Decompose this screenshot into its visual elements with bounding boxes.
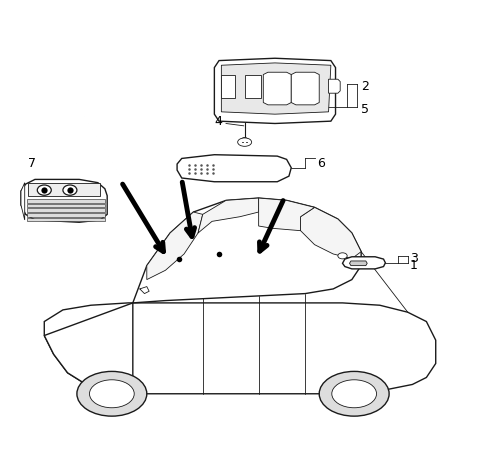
Polygon shape	[264, 72, 291, 105]
Ellipse shape	[241, 137, 248, 143]
Ellipse shape	[89, 380, 134, 408]
Text: 7: 7	[28, 157, 36, 170]
Polygon shape	[147, 212, 203, 280]
Polygon shape	[26, 218, 105, 221]
Polygon shape	[300, 207, 361, 259]
Polygon shape	[259, 198, 314, 231]
Polygon shape	[215, 58, 336, 123]
Polygon shape	[26, 213, 105, 217]
Polygon shape	[21, 183, 24, 220]
Polygon shape	[343, 257, 385, 269]
Polygon shape	[221, 75, 235, 98]
Text: 5: 5	[361, 103, 369, 116]
Polygon shape	[177, 155, 291, 182]
Polygon shape	[26, 199, 105, 203]
Polygon shape	[28, 183, 100, 196]
Polygon shape	[198, 198, 259, 233]
Text: 2: 2	[361, 80, 369, 93]
Polygon shape	[349, 261, 367, 266]
Ellipse shape	[338, 253, 347, 259]
Ellipse shape	[63, 185, 77, 195]
Polygon shape	[26, 204, 105, 207]
Text: 6: 6	[317, 157, 325, 170]
Text: 4: 4	[215, 115, 222, 128]
Polygon shape	[133, 198, 361, 303]
Text: 3: 3	[410, 252, 418, 265]
Ellipse shape	[319, 371, 389, 416]
Ellipse shape	[77, 371, 147, 416]
Polygon shape	[328, 79, 340, 93]
Polygon shape	[245, 75, 261, 98]
Ellipse shape	[238, 138, 252, 146]
Polygon shape	[44, 303, 133, 394]
Polygon shape	[26, 208, 105, 212]
Polygon shape	[44, 303, 436, 394]
Ellipse shape	[37, 185, 51, 195]
Polygon shape	[291, 72, 319, 105]
Ellipse shape	[332, 380, 376, 408]
Polygon shape	[21, 179, 107, 222]
Text: 1: 1	[410, 259, 418, 272]
Polygon shape	[221, 63, 331, 114]
